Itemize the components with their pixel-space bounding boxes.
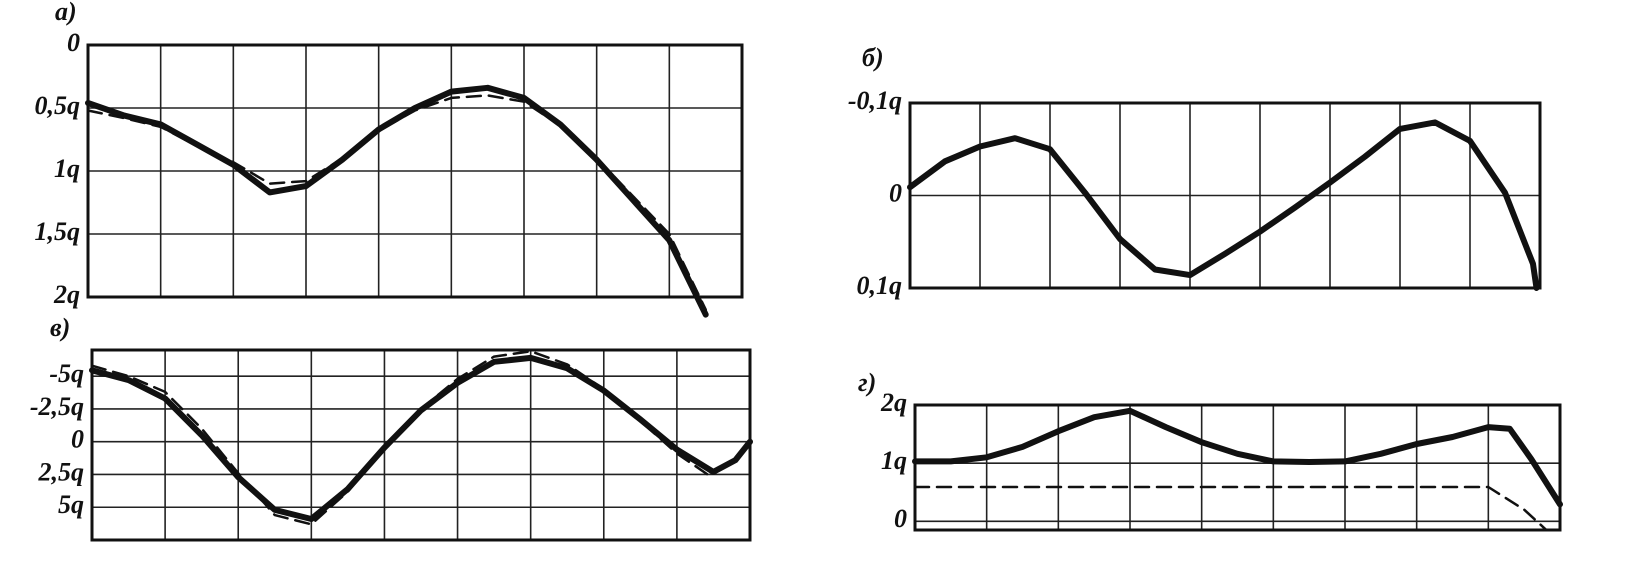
y-tick-label: 2q	[880, 388, 907, 417]
series-line	[907, 119, 1540, 291]
y-tick-label: 0	[67, 28, 80, 57]
series-line	[89, 354, 753, 522]
y-tick-label: 2,5q	[38, 457, 85, 486]
y-tick-label: 0,1q	[857, 271, 903, 300]
series-line	[90, 350, 715, 526]
panel-label: а)	[55, 0, 77, 26]
y-tick-label: 1q	[54, 154, 80, 183]
plot-frame	[913, 403, 1562, 532]
y-tick-label: 1q	[881, 446, 907, 475]
panel-label: в)	[50, 313, 70, 342]
series-line	[913, 485, 1547, 531]
plot-frame	[90, 348, 752, 542]
y-tick-label: 0,5q	[35, 91, 81, 120]
y-tick-label: -0,1q	[848, 86, 902, 115]
panel-label: г)	[858, 368, 876, 397]
y-tick-label: 1,5q	[35, 217, 81, 246]
y-tick-label: 2q	[53, 280, 80, 309]
y-tick-label: -2,5q	[30, 392, 84, 421]
y-tick-label: 0	[889, 178, 902, 207]
plot-frame	[908, 101, 1542, 290]
y-tick-label: -5q	[49, 359, 84, 388]
series-line	[86, 94, 707, 311]
y-tick-label: 5q	[58, 490, 84, 519]
series-line	[912, 407, 1563, 508]
y-tick-label: 0	[71, 425, 84, 454]
plot-frame	[86, 43, 744, 299]
panel-label: б)	[862, 43, 884, 72]
y-tick-label: 0	[894, 504, 907, 533]
